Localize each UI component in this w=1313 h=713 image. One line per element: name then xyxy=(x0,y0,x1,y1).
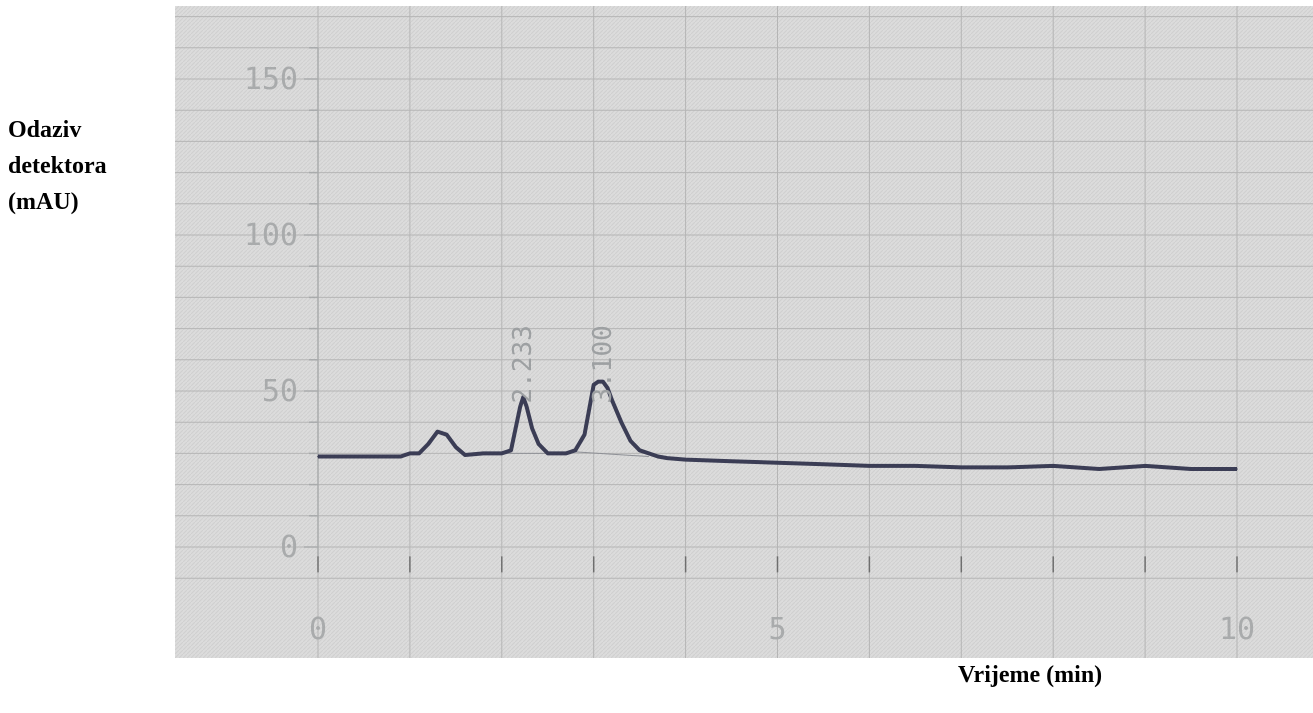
data-point xyxy=(445,433,448,436)
data-point xyxy=(399,455,402,458)
data-point xyxy=(588,408,590,411)
data-point xyxy=(409,452,411,455)
data-point xyxy=(1098,468,1100,470)
data-point xyxy=(510,449,512,452)
x-tick-label: 10 xyxy=(1219,612,1255,647)
data-point xyxy=(602,380,604,383)
data-point xyxy=(464,454,466,456)
y-axis-title-line-2: detektora xyxy=(8,153,107,179)
data-point xyxy=(629,440,632,442)
data-point xyxy=(317,455,319,458)
data-point xyxy=(519,405,521,408)
data-point xyxy=(514,427,517,430)
x-axis-title: Vrijeme (min) xyxy=(958,662,1103,688)
plot-background xyxy=(175,6,1313,658)
peak-annotations: 2.233 3.100 xyxy=(508,325,618,403)
data-point xyxy=(482,452,485,455)
y-tick-label: 0 xyxy=(280,530,298,565)
data-point xyxy=(730,460,733,463)
data-point xyxy=(531,427,533,430)
y-tick-label: 100 xyxy=(244,218,298,253)
y-axis-title-line-3: (mAU) xyxy=(8,189,79,215)
peak-label: 2.233 xyxy=(508,325,538,403)
data-point xyxy=(418,452,420,455)
data-point xyxy=(556,452,558,455)
y-axis-title-line-1: Odaziv xyxy=(8,117,82,143)
data-point xyxy=(597,380,600,383)
data-point xyxy=(1006,466,1009,469)
y-axis-title: Odaziv detektora (mAU) xyxy=(8,112,168,220)
series xyxy=(317,379,1238,471)
data-point xyxy=(546,452,549,455)
data-point xyxy=(372,455,374,458)
data-point xyxy=(574,449,577,452)
grid xyxy=(175,6,1313,658)
peak-label: 3.100 xyxy=(588,325,618,403)
x-tick-label: 5 xyxy=(768,612,786,647)
data-point xyxy=(638,449,641,452)
data-point xyxy=(648,452,650,455)
data-point xyxy=(501,452,503,455)
data-point xyxy=(522,396,525,399)
data-point xyxy=(822,463,825,466)
peak-baseline xyxy=(575,451,649,458)
y-tick-label: 50 xyxy=(262,374,298,409)
data-point xyxy=(684,458,687,461)
data-point xyxy=(592,383,595,386)
data-point xyxy=(1236,468,1238,470)
data-point xyxy=(1052,465,1054,467)
data-point xyxy=(666,457,669,459)
data-point xyxy=(776,461,779,464)
data-point xyxy=(344,455,347,458)
data-point xyxy=(1144,465,1146,467)
data-point xyxy=(525,405,528,408)
data-point xyxy=(960,466,963,469)
chromatogram-chart: 0 50 100 150 0 5 10 2.233 3.100 xyxy=(175,6,1313,658)
axes xyxy=(304,47,1238,573)
data-point xyxy=(606,387,609,389)
data-point xyxy=(1190,468,1192,470)
data-point xyxy=(583,433,586,436)
data-point xyxy=(565,452,567,455)
data-point xyxy=(427,443,430,445)
data-point xyxy=(657,455,659,458)
data-point xyxy=(611,399,613,402)
data-point xyxy=(914,465,917,467)
data-point xyxy=(436,430,439,433)
y-tick-label: 150 xyxy=(244,62,298,97)
data-point xyxy=(537,443,540,445)
data-point xyxy=(455,446,457,448)
chromatogram-trace xyxy=(318,379,1237,471)
data-point xyxy=(620,421,623,424)
tick-labels: 0 50 100 150 0 5 10 xyxy=(244,62,1255,647)
x-tick-label: 0 xyxy=(309,612,327,647)
data-point xyxy=(868,465,871,467)
